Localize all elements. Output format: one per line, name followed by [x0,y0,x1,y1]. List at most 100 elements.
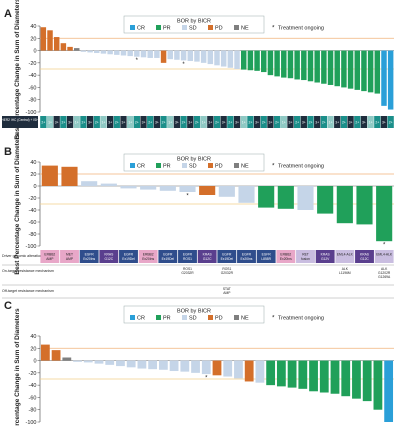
table-cell [93,116,100,128]
table-cell [46,116,54,128]
driver-cell-gene: ERBB2 [44,253,55,257]
table-cell [106,116,114,128]
table-cell [100,116,107,128]
on-target-cell: ALK [381,267,388,271]
bar [352,360,361,399]
table-cell-text: 2+ [228,121,232,125]
bar [384,360,394,422]
bar [81,181,98,186]
y-tick-label: 0 [33,359,36,365]
table-cell-text: 1+ [48,121,52,125]
on-target-cell: G2032R [221,271,234,275]
ongoing-marker: * [186,194,189,200]
table-cell [267,116,274,128]
table-cell-text: 2+ [148,121,152,125]
legend-swatch-cr [130,163,135,168]
table-cell-text: 3+ [362,121,366,125]
legend-entry-pd: PD [215,316,223,322]
legend-title: BOR by BICR [177,309,211,315]
bar [255,360,265,383]
driver-cell-gene: ERBB2 [280,253,291,257]
bar [327,50,334,85]
table-cell [247,116,254,128]
table-cell-text: 2+ [389,121,393,125]
legend-entry-cr: CR [137,26,145,32]
table-cell [367,116,374,128]
legend-ongoing-marker: * [272,315,275,322]
table-cell [300,116,307,128]
table-cell-text: 2+ [262,121,266,125]
table-cell [53,116,60,128]
driver-cell-gene: ERBB2 [143,253,154,257]
table-cell-text: 1+ [75,121,79,125]
table-cell-text: 3+ [55,121,59,125]
legend-swatch-ne [234,25,239,30]
table-cell-text: 1+ [282,121,286,125]
table-cell-text: 2+ [375,121,379,125]
on-target-cell: L1196M [339,271,351,275]
panel-label: B [4,146,12,158]
bar [374,50,381,94]
driver-cell-gene: EGFR [183,253,193,257]
table-cell [73,116,80,128]
table-cell [287,116,294,128]
bar [367,50,374,93]
on-target-cell: G1202R [378,271,391,275]
table-cell-text: 3+ [255,121,259,125]
bar [105,360,115,365]
bar [336,186,353,224]
legend-entry-sd: SD [189,164,197,170]
bar [160,50,167,63]
bar [120,50,127,56]
legend-entry-cr: CR [137,316,145,322]
bar [234,360,243,379]
table-cell [233,116,241,128]
table-cell-text: 3+ [188,121,192,125]
y-tick-label: -80 [29,98,37,104]
table-cell-text: 2+ [135,121,139,125]
table-cell-text: 3+ [268,121,272,125]
driver-cell-gene: KRAS [321,253,331,257]
table-cell [334,116,341,128]
table-cell [213,116,221,128]
bar [51,350,61,361]
legend-entry-sd: SD [189,26,197,32]
bar [297,186,314,210]
legend-entry-pr: PR [163,164,171,170]
table-cell [133,116,140,128]
table-cell-text: 2+ [309,121,313,125]
bar [276,360,286,387]
bar [373,360,383,410]
ongoing-marker: * [136,58,139,64]
bar [234,50,240,69]
driver-cell-variant: AMP [66,257,74,261]
y-tick-label: -60 [29,85,37,91]
bar [321,50,327,84]
table-cell-text: 3+ [122,121,126,125]
table-cell-text: 1+ [202,121,206,125]
driver-cell [138,250,158,263]
bar [341,360,351,397]
driver-cell-variant: AMP [46,257,54,261]
bar [387,50,394,110]
driver-cell [374,250,394,263]
bar [218,186,235,197]
bar [317,186,334,214]
bar [94,360,104,364]
legend-swatch-pr [156,25,161,30]
bar [334,50,340,87]
legend-entry-cr: CR [137,164,145,170]
y-tick-label: 0 [33,49,36,55]
bar [307,50,314,82]
table-cell-text: 2+ [182,121,186,125]
table-cell [153,116,161,128]
bar [281,50,287,78]
bar [148,360,158,370]
table-cell-text: 1+ [168,121,172,125]
bar [47,30,53,51]
table-cell [66,116,74,128]
driver-cell-variant: ROS1 [183,257,192,261]
bar [126,360,136,368]
table-cell-text: 2+ [41,121,45,125]
